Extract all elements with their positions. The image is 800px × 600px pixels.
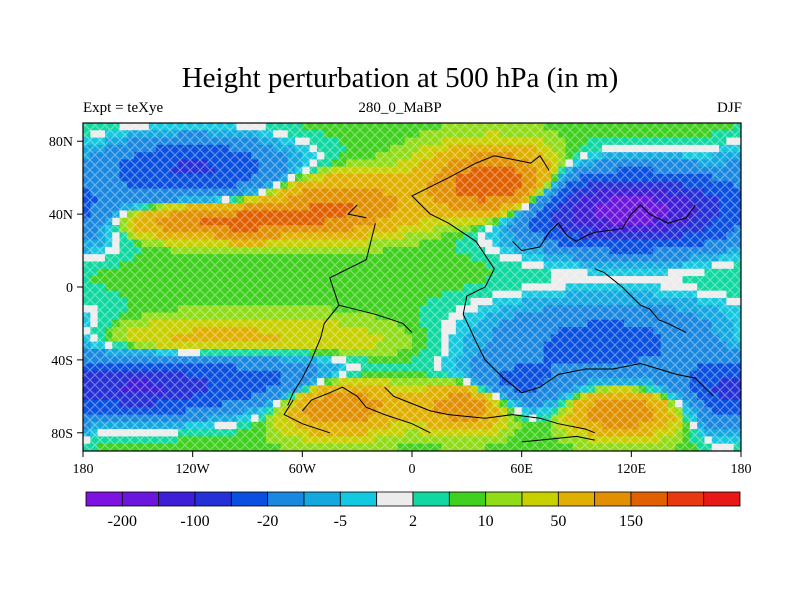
coastline [287,223,376,406]
coastline [346,204,367,219]
x-axis: 180 120W 60W 0 60E 120E 180 [73,451,752,477]
colorbar: -200 -100 -20 -5 2 10 50 150 [85,491,741,530]
colorbar-swatch [303,491,341,507]
y-tick-label: 40S [51,354,73,369]
x-tick-label: 60W [289,462,317,477]
colorbar-swatch [557,491,596,507]
x-tick-label: 60E [510,462,533,477]
y-tick-label: 40N [49,208,73,223]
coastline-layer [283,155,714,443]
x-tick-label: 120W [176,462,211,477]
coastline [283,399,330,434]
colorbar-label: 2 [409,513,417,530]
x-tick-label: 180 [731,462,752,477]
colorbar-swatch [267,491,305,507]
coastline [521,435,595,443]
colorbar-label: 150 [619,513,643,530]
coastline [338,304,413,333]
colorbar-label: -20 [257,513,278,530]
y-axis: 80N 40N 0 40S 80S [49,135,83,442]
colorbar-swatch [485,491,523,507]
y-tick-label: 0 [66,281,73,296]
period-label: 280_0_MaBP [358,100,442,116]
coastline [411,155,550,215]
coastline [430,213,714,397]
x-tick-label: 120E [617,462,647,477]
coastline [512,204,696,252]
coastline [301,386,431,434]
colorbar-swatch [630,491,668,507]
colorbar-swatch [158,491,196,507]
y-tick-label: 80N [49,135,73,150]
colorbar-swatch [376,491,414,507]
colorbar-swatch [521,491,559,507]
colorbar-label: 50 [550,513,566,530]
colorbar-swatch [194,491,232,507]
colorbar-swatch [448,491,487,507]
experiment-label: Expt = teXye [83,100,164,116]
colorbar-swatch [121,491,160,507]
coastline [384,386,595,434]
colorbar-swatch [594,491,632,507]
x-tick-label: 0 [409,462,416,477]
colorbar-label: -100 [180,513,209,530]
hatch-overlay [83,123,741,451]
colorbar-label: -5 [334,513,347,530]
colorbar-swatch [666,491,705,507]
x-tick-label: 180 [73,462,94,477]
colorbar-label: 10 [478,513,494,530]
season-label: DJF [716,100,742,116]
colorbar-swatch [230,491,269,507]
colorbar-swatch [703,491,741,507]
colorbar-label: -200 [108,513,137,530]
colorbar-swatch [339,491,378,507]
colorbar-swatch [85,491,123,507]
colorbar-swatch [412,491,450,507]
y-tick-label: 80S [51,427,73,442]
chart-title: Height perturbation at 500 hPa (in m) [181,62,619,94]
coastline [594,268,687,334]
